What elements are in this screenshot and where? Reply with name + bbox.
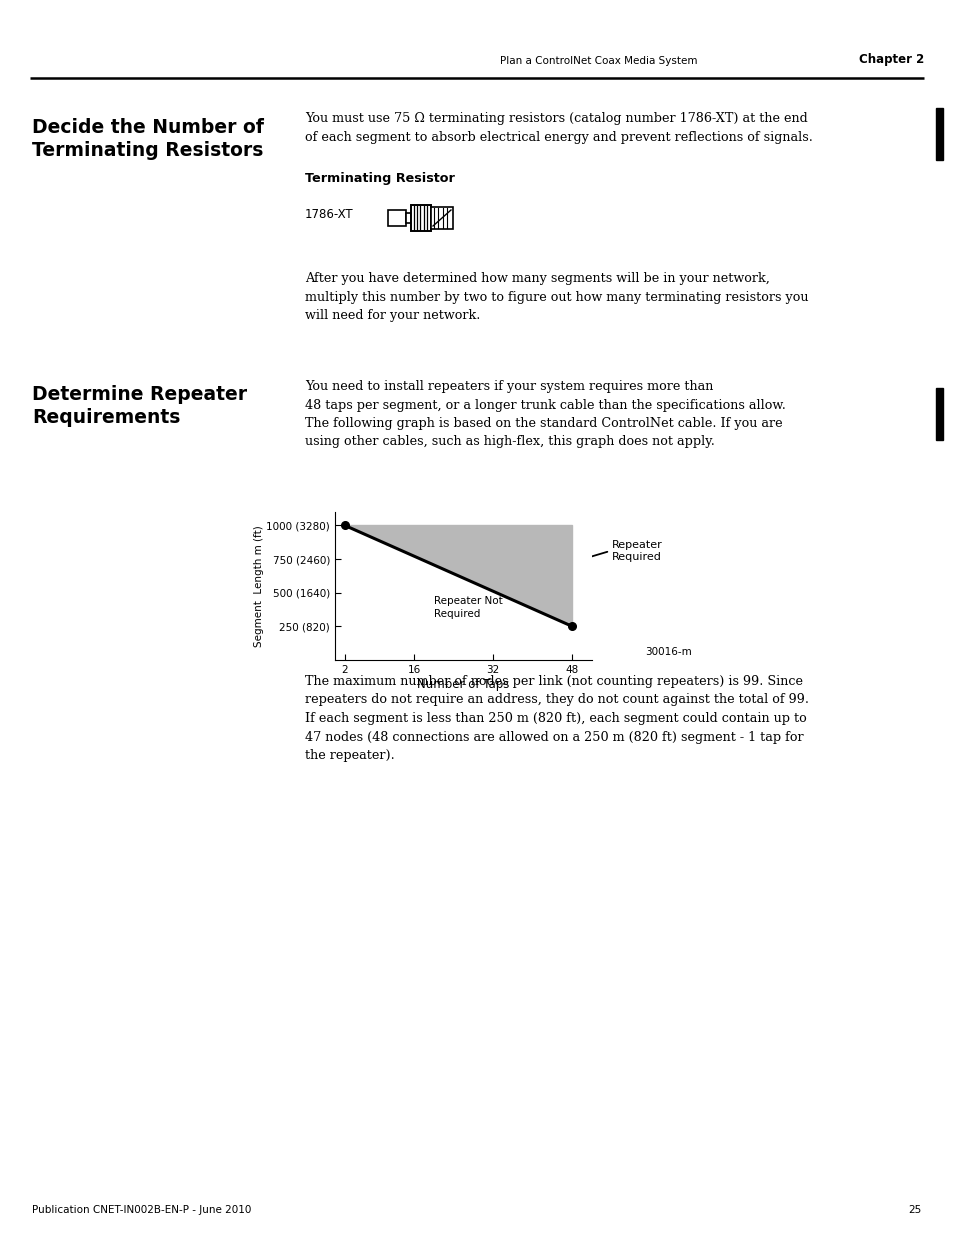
Polygon shape xyxy=(345,525,572,626)
Text: The maximum number of nodes per link (not counting repeaters) is 99. Since
repea: The maximum number of nodes per link (no… xyxy=(305,676,808,762)
Text: Plan a ControlNet Coax Media System: Plan a ControlNet Coax Media System xyxy=(499,56,697,65)
Text: 30016-m: 30016-m xyxy=(644,647,691,657)
Text: 1786-XT: 1786-XT xyxy=(305,207,354,221)
Text: You must use 75 Ω terminating resistors (catalog number 1786-XT) at the end
of e: You must use 75 Ω terminating resistors … xyxy=(305,112,812,143)
Bar xyxy=(388,210,406,226)
Bar xyxy=(431,207,453,228)
Text: Chapter 2: Chapter 2 xyxy=(858,53,923,65)
Text: You need to install repeaters if your system requires more than
48 taps per segm: You need to install repeaters if your sy… xyxy=(305,380,785,448)
Text: Terminating Resistor: Terminating Resistor xyxy=(305,172,455,185)
Text: Decide the Number of
Terminating Resistors: Decide the Number of Terminating Resisto… xyxy=(32,119,264,159)
Y-axis label: Segment  Length m (ft): Segment Length m (ft) xyxy=(253,525,263,647)
Bar xyxy=(411,205,431,231)
Text: 25: 25 xyxy=(908,1205,921,1215)
X-axis label: Number of Taps: Number of Taps xyxy=(416,678,509,690)
Text: After you have determined how many segments will be in your network,
multiply th: After you have determined how many segme… xyxy=(305,272,807,322)
Text: Publication CNET-IN002B-EN-P - June 2010: Publication CNET-IN002B-EN-P - June 2010 xyxy=(32,1205,251,1215)
Text: Determine Repeater
Requirements: Determine Repeater Requirements xyxy=(32,385,247,427)
Bar xyxy=(406,212,411,224)
Bar xyxy=(935,107,942,161)
Bar xyxy=(935,388,942,440)
Text: Repeater
Required: Repeater Required xyxy=(612,540,662,562)
Text: Repeater Not
Required: Repeater Not Required xyxy=(434,597,502,619)
